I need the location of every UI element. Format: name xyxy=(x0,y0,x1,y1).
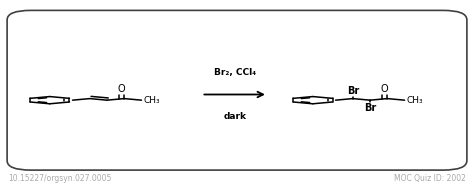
Text: Br: Br xyxy=(346,86,359,96)
Text: O: O xyxy=(381,84,388,94)
Text: dark: dark xyxy=(223,112,246,121)
Text: O: O xyxy=(118,84,125,94)
FancyBboxPatch shape xyxy=(7,10,467,170)
Text: Br: Br xyxy=(364,103,376,113)
Text: Br₂, CCl₄: Br₂, CCl₄ xyxy=(214,68,255,77)
Text: MOC Quiz ID: 2002: MOC Quiz ID: 2002 xyxy=(393,174,465,183)
Text: CH₃: CH₃ xyxy=(144,96,161,105)
Text: 10.15227/orgsyn.027.0005: 10.15227/orgsyn.027.0005 xyxy=(9,174,112,183)
Text: CH₃: CH₃ xyxy=(407,96,424,105)
